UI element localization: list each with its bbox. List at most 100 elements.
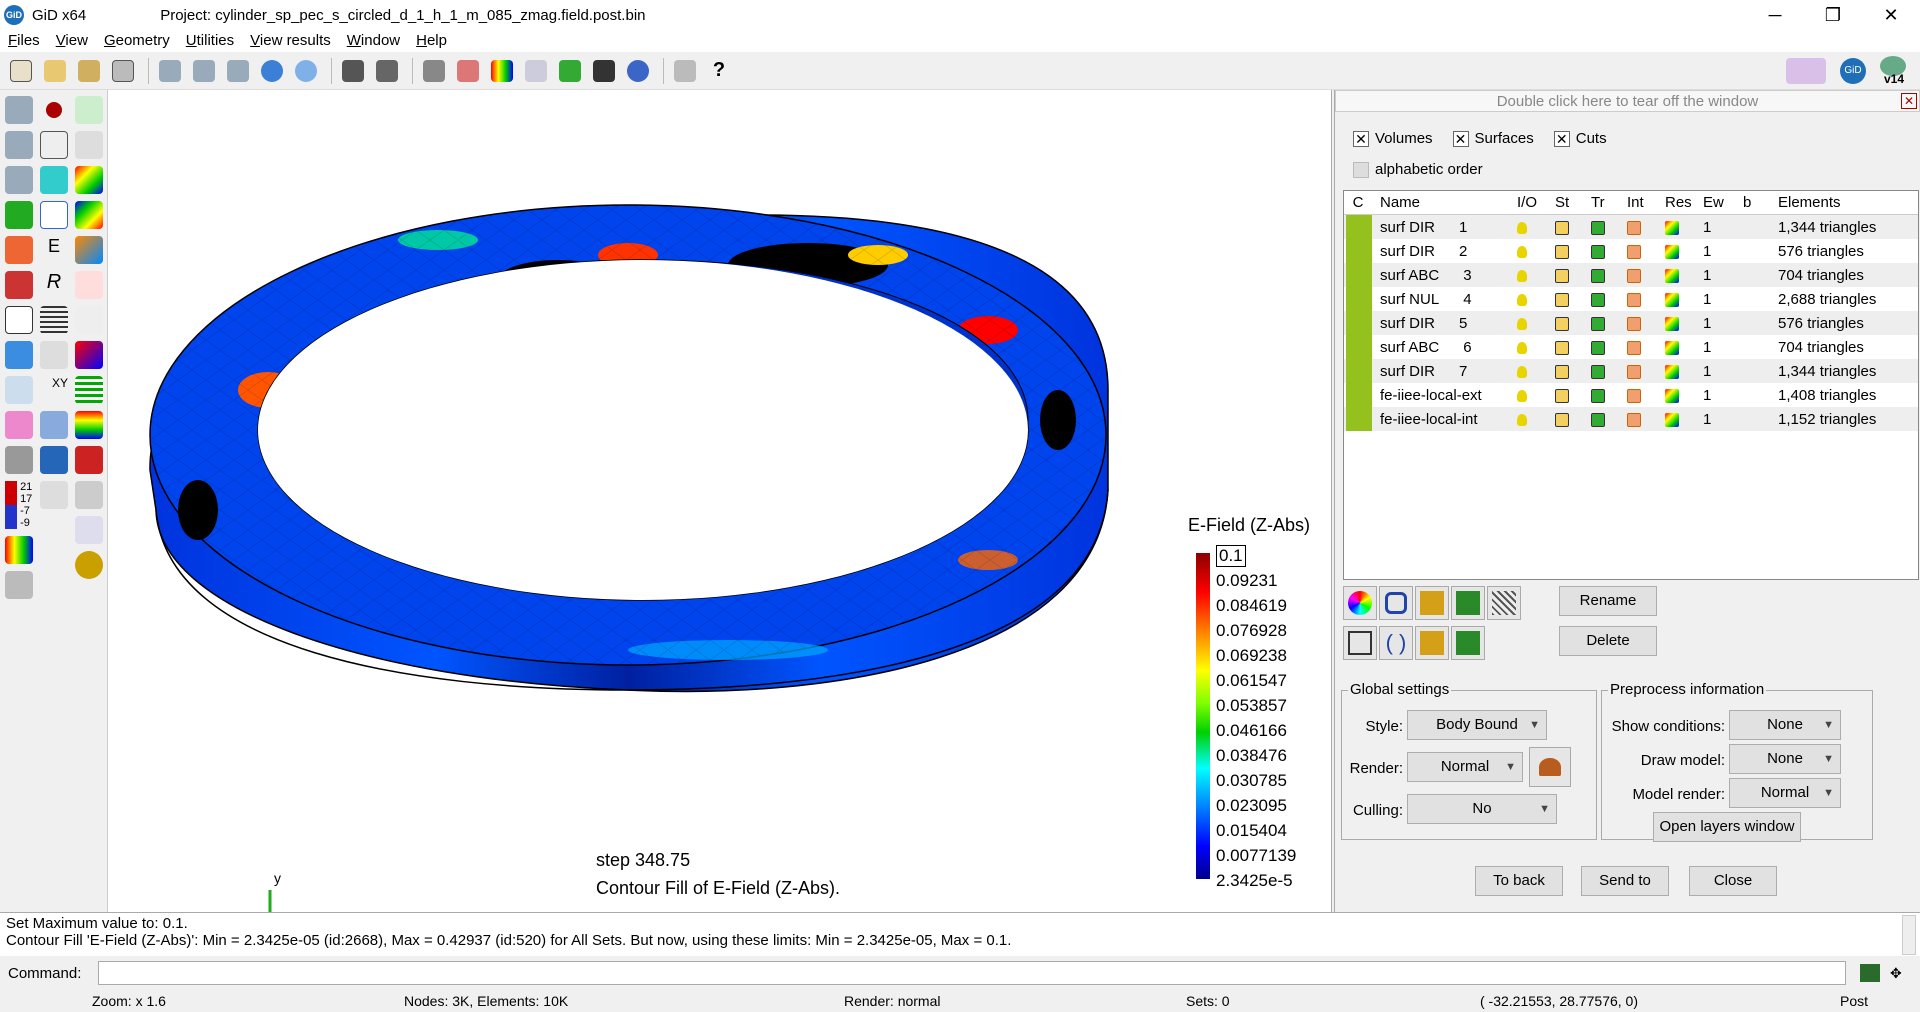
solid-button[interactable] (1415, 626, 1449, 660)
terminal-icon[interactable] (1860, 964, 1880, 982)
menu-view[interactable]: View (55, 32, 88, 49)
hatch-button[interactable] (1487, 586, 1521, 620)
interior-icon[interactable] (1627, 316, 1641, 331)
animation-icon[interactable] (589, 56, 619, 86)
layer-row[interactable]: fe-iiee-local-int 1 1,152 triangles (1344, 407, 1918, 431)
transparency-icon[interactable] (1591, 364, 1605, 379)
vectors-icon[interactable] (40, 411, 68, 439)
style-dropdown[interactable]: Body Bound (1407, 710, 1547, 740)
color-bars-icon[interactable] (5, 536, 33, 565)
show-conditions-dropdown[interactable]: None (1729, 710, 1841, 740)
style-icon[interactable] (1555, 220, 1569, 235)
geometry-icon[interactable] (75, 96, 103, 124)
result-contour-icon[interactable] (1665, 268, 1679, 283)
layer-color-swatch[interactable] (1346, 311, 1372, 335)
contour-icon[interactable] (487, 56, 517, 86)
lightbulb-icon[interactable] (1517, 317, 1527, 330)
layer-row[interactable]: surf ABC 3 1 704 triangles (1344, 263, 1918, 287)
cuts-checkbox[interactable]: ✕ Cuts (1553, 130, 1607, 147)
triangle-icon[interactable] (5, 376, 33, 404)
result-contour-icon[interactable] (1665, 292, 1679, 307)
layer-color-swatch[interactable] (1346, 239, 1372, 263)
color-scale-legend[interactable]: 21 17 -7 -9 (5, 481, 36, 530)
deform-icon[interactable] (75, 446, 103, 474)
maximize-button[interactable]: ❐ (1824, 4, 1842, 25)
transparency-icon[interactable] (1591, 340, 1605, 355)
close-button[interactable]: Close (1689, 866, 1777, 896)
interior-icon[interactable] (1627, 220, 1641, 235)
options-icon[interactable] (5, 571, 33, 600)
label-e-icon[interactable]: E (47, 236, 60, 256)
pan-icon[interactable] (257, 56, 287, 86)
lightbulb-icon[interactable] (1517, 389, 1527, 402)
transparency-icon[interactable] (1591, 388, 1605, 403)
send-to-button[interactable]: Send to (1581, 866, 1669, 896)
style-icon[interactable] (1555, 316, 1569, 331)
notes-icon[interactable] (670, 56, 700, 86)
layer-row[interactable]: surf ABC 6 1 704 triangles (1344, 335, 1918, 359)
transparency-icon[interactable] (1591, 268, 1605, 283)
rotate-sphere-icon[interactable] (291, 56, 321, 86)
minimize-button[interactable]: ─ (1768, 4, 1782, 25)
transparency-icon[interactable] (1591, 220, 1605, 235)
lightbulb-icon[interactable] (1517, 293, 1527, 306)
layers-switch-icon[interactable] (419, 56, 449, 86)
recycle-icon[interactable] (5, 201, 33, 229)
stream-icon[interactable] (75, 341, 103, 369)
interior-icon[interactable] (1627, 340, 1641, 355)
transparency-icon[interactable] (1591, 244, 1605, 259)
interior-icon[interactable] (1627, 292, 1641, 307)
layer-color-swatch[interactable] (1346, 335, 1372, 359)
menu-view-results[interactable]: View results (250, 32, 331, 49)
layers-icon[interactable] (453, 56, 483, 86)
graph-lines-icon[interactable] (75, 516, 103, 544)
brackets-button[interactable]: ( ) (1379, 626, 1413, 660)
cube-icon[interactable] (40, 166, 68, 194)
layer-color-swatch[interactable] (1346, 287, 1372, 311)
lightbulb-icon[interactable] (1517, 341, 1527, 354)
center-button[interactable] (1379, 586, 1413, 620)
copy-layer-button[interactable] (1451, 586, 1485, 620)
open-layers-window-button[interactable]: Open layers window (1653, 812, 1801, 842)
model-render-dropdown[interactable]: Normal (1729, 778, 1841, 808)
cut-icon[interactable] (5, 446, 33, 474)
contour-lines-icon[interactable] (75, 201, 103, 229)
head-icon[interactable] (75, 551, 103, 579)
log-scrollbar[interactable] (1902, 915, 1916, 955)
color-wheel-button[interactable] (1343, 586, 1377, 620)
menu-files[interactable]: Files (8, 32, 40, 49)
render-dropdown[interactable]: Normal (1407, 752, 1523, 782)
record-icon[interactable] (46, 102, 62, 118)
label-r-icon[interactable]: R (46, 271, 62, 293)
layer-color-swatch[interactable] (1346, 263, 1372, 287)
result-contour-icon[interactable] (1665, 340, 1679, 355)
zoom-frame-icon[interactable] (5, 166, 33, 194)
volumes-checkbox[interactable]: ✕ Volumes (1353, 130, 1433, 147)
delete-button[interactable]: Delete (1559, 626, 1657, 656)
render-options-button[interactable] (1529, 747, 1571, 787)
close-window-button[interactable]: ✕ (1883, 4, 1899, 25)
bands-icon[interactable] (75, 376, 103, 404)
layer-front-button[interactable] (1451, 626, 1485, 660)
xy-axes-icon[interactable]: XY (51, 376, 68, 390)
surfaces-checkbox[interactable]: ✕ Surfaces (1452, 130, 1534, 147)
graph-icon[interactable] (521, 56, 551, 86)
result-contour-icon[interactable] (1665, 316, 1679, 331)
open-post-icon[interactable] (74, 56, 104, 86)
lightbulb-icon[interactable] (1517, 245, 1527, 258)
result-contour-icon[interactable] (1665, 412, 1679, 427)
print-icon[interactable] (372, 56, 402, 86)
menu-geometry[interactable]: Geometry (103, 32, 170, 49)
lightbulb-icon[interactable] (1517, 269, 1527, 282)
play-icon[interactable] (623, 56, 653, 86)
info-icon[interactable] (40, 446, 68, 474)
pencil-icon[interactable] (5, 271, 33, 299)
zoom-frame-icon[interactable] (223, 56, 253, 86)
transparency-icon[interactable] (1591, 412, 1605, 427)
save-icon[interactable] (108, 56, 138, 86)
triangle-pink-icon[interactable] (5, 411, 33, 439)
mesh-icon[interactable] (5, 306, 33, 334)
new-icon[interactable] (6, 56, 36, 86)
tensor-icon[interactable] (75, 131, 103, 159)
layer-color-swatch[interactable] (1346, 383, 1372, 407)
